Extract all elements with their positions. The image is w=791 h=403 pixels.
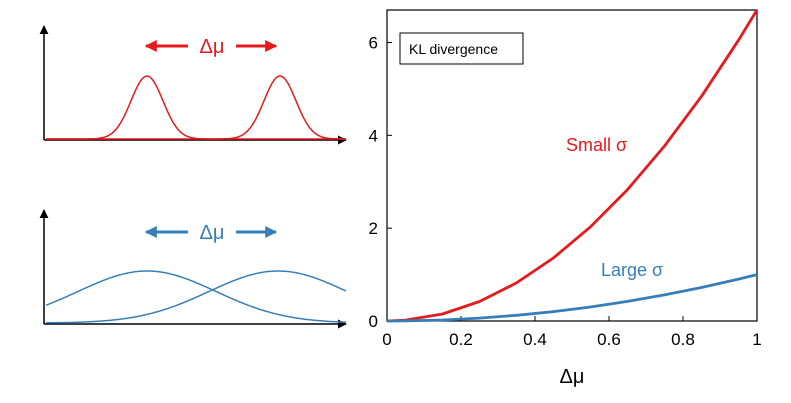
bottom-distributions-panel: Δμ: [39, 209, 347, 329]
top-distributions-panel: Δμ: [39, 25, 347, 145]
y-tick-label: 2: [369, 219, 378, 238]
kl-divergence-chart: 0 0.2 0.4 0.6 0.8 1 0 2 4 6 KL divergence Small …: [369, 9, 762, 388]
x-tick-label: 1: [752, 330, 761, 349]
x-tick-label: 0.2: [449, 330, 473, 349]
x-tick-label: 0.8: [671, 330, 695, 349]
series-line-small-sigma: [386, 9, 759, 323]
top-gaussian-curve-left: [46, 75, 346, 140]
bottom-gaussian-curve-right: [45, 270, 347, 324]
legend-box: [399, 32, 524, 65]
top-gaussian-curve-right: [46, 75, 347, 140]
top-delta-label: Δμ: [200, 36, 225, 58]
bottom-gaussian-curve-left: [45, 270, 347, 323]
plot-frame: [386, 9, 758, 322]
y-tick-label: 6: [369, 33, 378, 52]
x-ticks: 0 0.2 0.4 0.6 0.8 1: [382, 316, 762, 349]
series-label-small-sigma: Small σ: [566, 135, 627, 155]
series-lines: [386, 9, 759, 323]
y-tick-label: 0: [369, 312, 378, 331]
series-line-large-sigma: [386, 273, 758, 323]
series-label-large-sigma: Large σ: [601, 260, 663, 280]
x-axis-label: Δμ: [560, 366, 585, 388]
x-tick-label: 0.6: [597, 330, 621, 349]
y-ticks: 0 2 4 6: [369, 33, 392, 331]
x-tick-label: 0.4: [523, 330, 547, 349]
legend: KL divergence: [399, 32, 524, 65]
legend-text: KL divergence: [409, 41, 498, 57]
x-tick-label: 0: [382, 330, 391, 349]
bottom-delta-label: Δμ: [200, 222, 225, 244]
y-tick-label: 4: [369, 126, 378, 145]
